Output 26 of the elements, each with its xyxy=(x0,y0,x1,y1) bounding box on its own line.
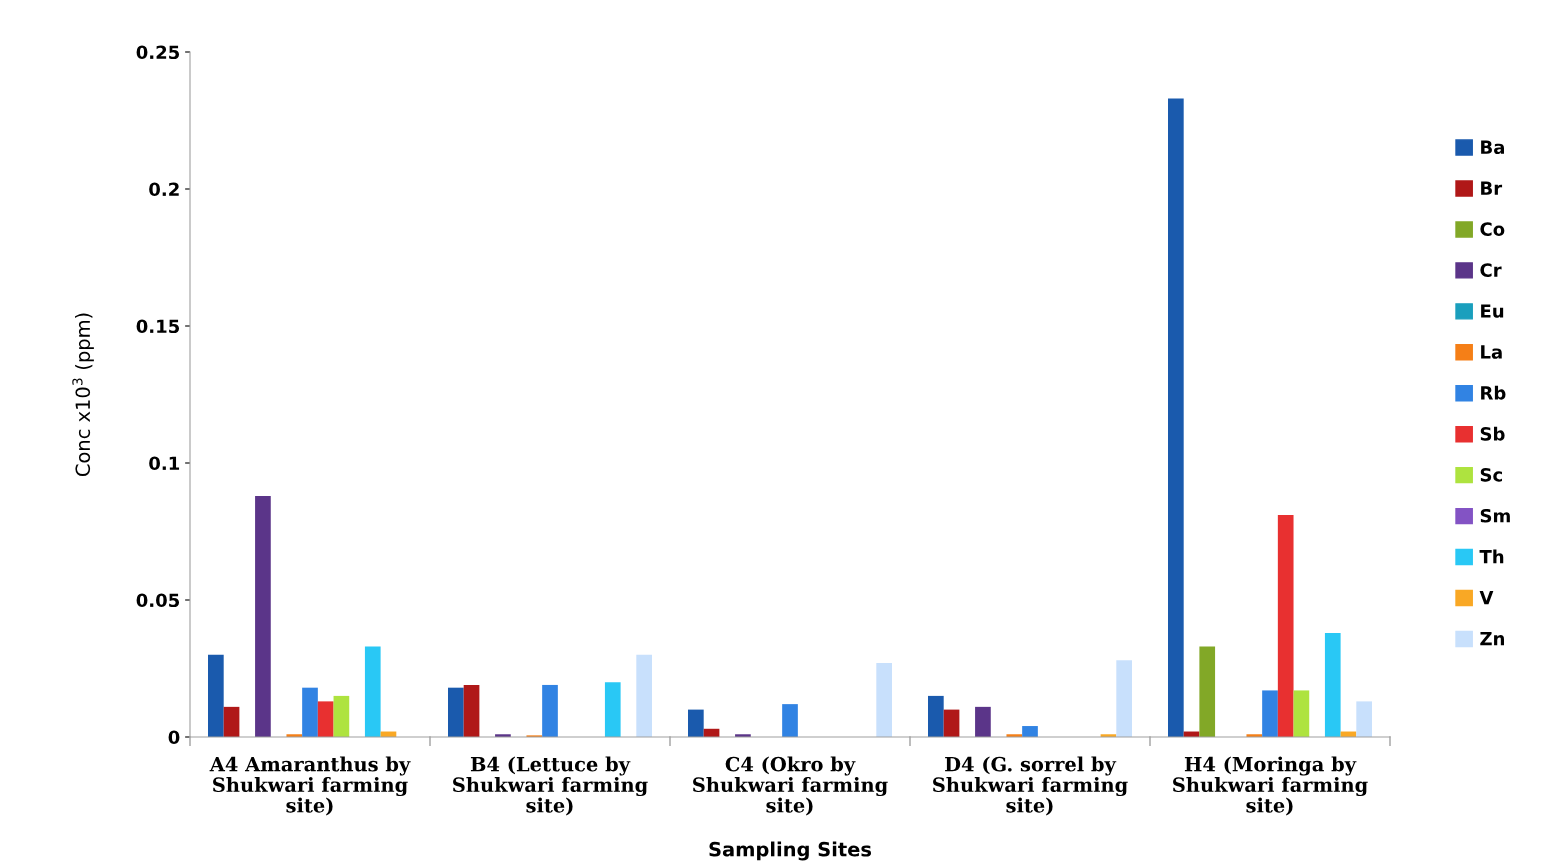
y-tick-label: 0.15 xyxy=(136,319,180,334)
x-tick-label: H4 (Moringa by Shukwari farming site) xyxy=(1173,756,1368,816)
legend-label: Th xyxy=(1479,549,1504,564)
legend-label: Eu xyxy=(1481,304,1504,318)
x-axis-title: Sampling Sites xyxy=(709,841,872,861)
y-tick-label: 0.05 xyxy=(136,593,180,608)
legend-label: Cr xyxy=(1480,263,1502,277)
legend-label: V xyxy=(1479,591,1494,605)
x-tick-label: D4 (G. sorrel by Shukwari farming site) xyxy=(933,756,1128,816)
legend-label: Sb xyxy=(1480,426,1505,441)
y-axis-title: Conc x10$^{3}$ (ppm) xyxy=(72,313,94,477)
legend-label: Zn xyxy=(1480,632,1505,646)
legend-label: Br xyxy=(1481,181,1503,195)
x-tick-label: B4 (Lettuce by Shukwari farming site) xyxy=(453,756,648,816)
legend-label: La xyxy=(1481,345,1502,359)
legend-label: Co xyxy=(1480,222,1505,236)
x-tick-label: C4 (Okro by Shukwari farming site) xyxy=(693,756,888,816)
legend-label: Sc xyxy=(1480,467,1502,482)
legend-label: Ba xyxy=(1481,140,1504,155)
x-tick-label: A4 Amaranthus by Shukwari farming site) xyxy=(209,756,411,816)
legend-label: Sm xyxy=(1480,508,1510,523)
y-tick-label: 0.1 xyxy=(149,456,180,471)
legend-label: Rb xyxy=(1481,385,1506,400)
y-tick-label: 0.25 xyxy=(136,45,180,60)
y-tick-label: 0 xyxy=(168,730,180,745)
y-tick-label: 0.2 xyxy=(149,182,179,197)
